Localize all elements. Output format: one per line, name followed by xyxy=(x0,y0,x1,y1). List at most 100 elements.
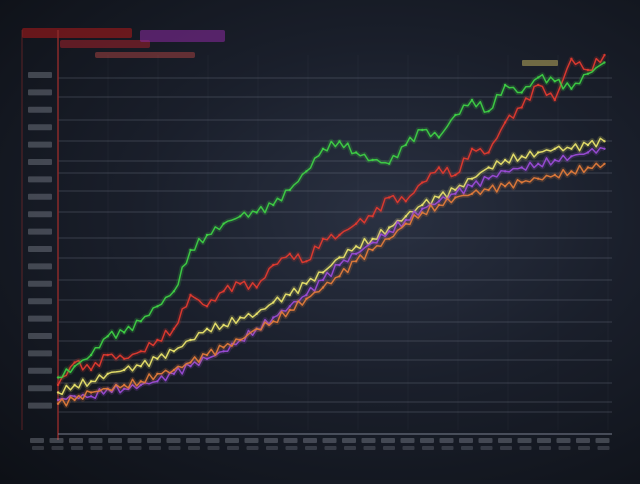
series-1-point-3 xyxy=(106,335,109,338)
series-1-point-30 xyxy=(553,80,556,83)
series-2-point-26 xyxy=(487,166,490,169)
series-0-point-4 xyxy=(123,357,126,360)
series-2-point-27 xyxy=(503,158,507,162)
x-axis-tick-marks xyxy=(30,438,610,450)
series-3-point-23 xyxy=(437,200,441,203)
series-line-3 xyxy=(57,146,605,401)
y-tick-mark-1 xyxy=(28,89,52,96)
series-4-point-18 xyxy=(354,260,358,263)
series-0-point-13 xyxy=(272,263,275,267)
series-1-point-9 xyxy=(205,233,209,237)
series-0-point-6 xyxy=(156,338,159,342)
x-tick-mark-b-6 xyxy=(149,446,161,450)
y-tick-mark-16 xyxy=(28,350,52,357)
x-tick-mark-a-21 xyxy=(439,438,454,443)
y-tick-mark-19 xyxy=(28,402,52,409)
series-line-0 xyxy=(57,54,606,386)
chart-series-group xyxy=(55,53,607,409)
series-1-point-28 xyxy=(520,91,523,94)
x-tick-mark-b-23 xyxy=(480,446,493,450)
series-1-point-27 xyxy=(503,83,507,87)
series-4-point-15 xyxy=(305,297,308,300)
series-3-point-26 xyxy=(487,177,490,180)
series-0-point-28 xyxy=(520,106,523,109)
header-blur-block-3 xyxy=(95,52,195,58)
series-2-point-0 xyxy=(56,391,60,394)
series-4-point-8 xyxy=(189,361,192,364)
series-3-point-32 xyxy=(586,151,590,154)
series-1-point-17 xyxy=(338,140,341,143)
series-0-point-29 xyxy=(537,83,540,87)
x-tick-mark-b-20 xyxy=(422,446,434,450)
series-0-point-26 xyxy=(487,151,490,154)
series-0-point-24 xyxy=(454,173,457,177)
series-3-point-6 xyxy=(156,380,159,383)
series-1-point-20 xyxy=(388,162,391,165)
x-tick-mark-b-4 xyxy=(110,446,122,450)
x-tick-mark-a-24 xyxy=(498,438,512,443)
series-4-point-6 xyxy=(156,372,159,375)
x-tick-mark-a-18 xyxy=(381,438,395,443)
series-3-point-20 xyxy=(388,230,391,233)
x-tick-mark-a-19 xyxy=(400,438,415,443)
x-tick-mark-b-26 xyxy=(539,446,551,450)
series-0-point-16 xyxy=(321,237,325,240)
x-tick-mark-a-8 xyxy=(186,438,200,443)
x-tick-mark-b-29 xyxy=(597,446,610,450)
series-3-point-19 xyxy=(371,241,374,244)
x-tick-mark-a-2 xyxy=(69,438,83,443)
series-0-point-27 xyxy=(503,121,507,124)
series-1-point-13 xyxy=(272,203,275,207)
series-0-point-10 xyxy=(222,290,225,293)
series-3-point-33 xyxy=(603,147,606,150)
series-0-point-1 xyxy=(73,361,76,364)
y-tick-mark-17 xyxy=(28,367,52,374)
y-tick-mark-4 xyxy=(28,141,52,148)
y-tick-mark-8 xyxy=(28,211,52,218)
series-4-point-28 xyxy=(520,181,523,184)
series-3-point-22 xyxy=(421,207,424,210)
series-0-point-30 xyxy=(553,98,556,102)
x-tick-mark-a-25 xyxy=(517,438,532,443)
series-1-point-16 xyxy=(321,147,325,150)
series-1-point-10 xyxy=(222,222,225,225)
series-4-point-1 xyxy=(73,398,76,402)
series-2-point-10 xyxy=(222,323,225,327)
series-line-glow-4 xyxy=(56,160,607,409)
series-4 xyxy=(56,160,607,409)
series-2-point-11 xyxy=(239,316,242,319)
y-axis-tick-marks xyxy=(28,72,52,409)
y-tick-mark-6 xyxy=(28,176,52,183)
series-0-point-14 xyxy=(288,252,291,255)
series-0-point-25 xyxy=(470,147,474,150)
x-tick-mark-b-9 xyxy=(207,446,220,450)
series-4-point-16 xyxy=(321,286,325,289)
x-tick-mark-b-10 xyxy=(227,446,239,450)
series-0-point-21 xyxy=(404,200,407,203)
series-3-point-0 xyxy=(56,398,60,402)
y-tick-mark-10 xyxy=(28,246,52,252)
series-3-point-18 xyxy=(354,252,358,255)
series-4-point-0 xyxy=(56,402,60,405)
x-tick-mark-b-27 xyxy=(558,446,571,450)
series-1-point-29 xyxy=(537,76,540,79)
series-2-point-2 xyxy=(89,380,93,383)
series-4-point-29 xyxy=(537,177,540,180)
x-tick-mark-a-0 xyxy=(30,438,44,443)
series-1-point-2 xyxy=(89,353,93,357)
series-2-point-13 xyxy=(272,301,275,304)
series-4-point-14 xyxy=(288,308,291,312)
x-tick-mark-a-5 xyxy=(127,438,142,443)
x-tick-mark-b-0 xyxy=(32,446,44,450)
series-0-point-3 xyxy=(106,353,109,357)
x-tick-mark-b-18 xyxy=(383,446,395,450)
y-tick-mark-3 xyxy=(28,124,52,131)
series-2-point-1 xyxy=(73,383,76,387)
x-tick-mark-a-11 xyxy=(244,438,259,443)
series-line-4 xyxy=(57,162,605,407)
series-1-point-4 xyxy=(123,331,126,334)
x-tick-mark-b-19 xyxy=(402,446,415,450)
x-tick-mark-b-22 xyxy=(461,446,473,450)
